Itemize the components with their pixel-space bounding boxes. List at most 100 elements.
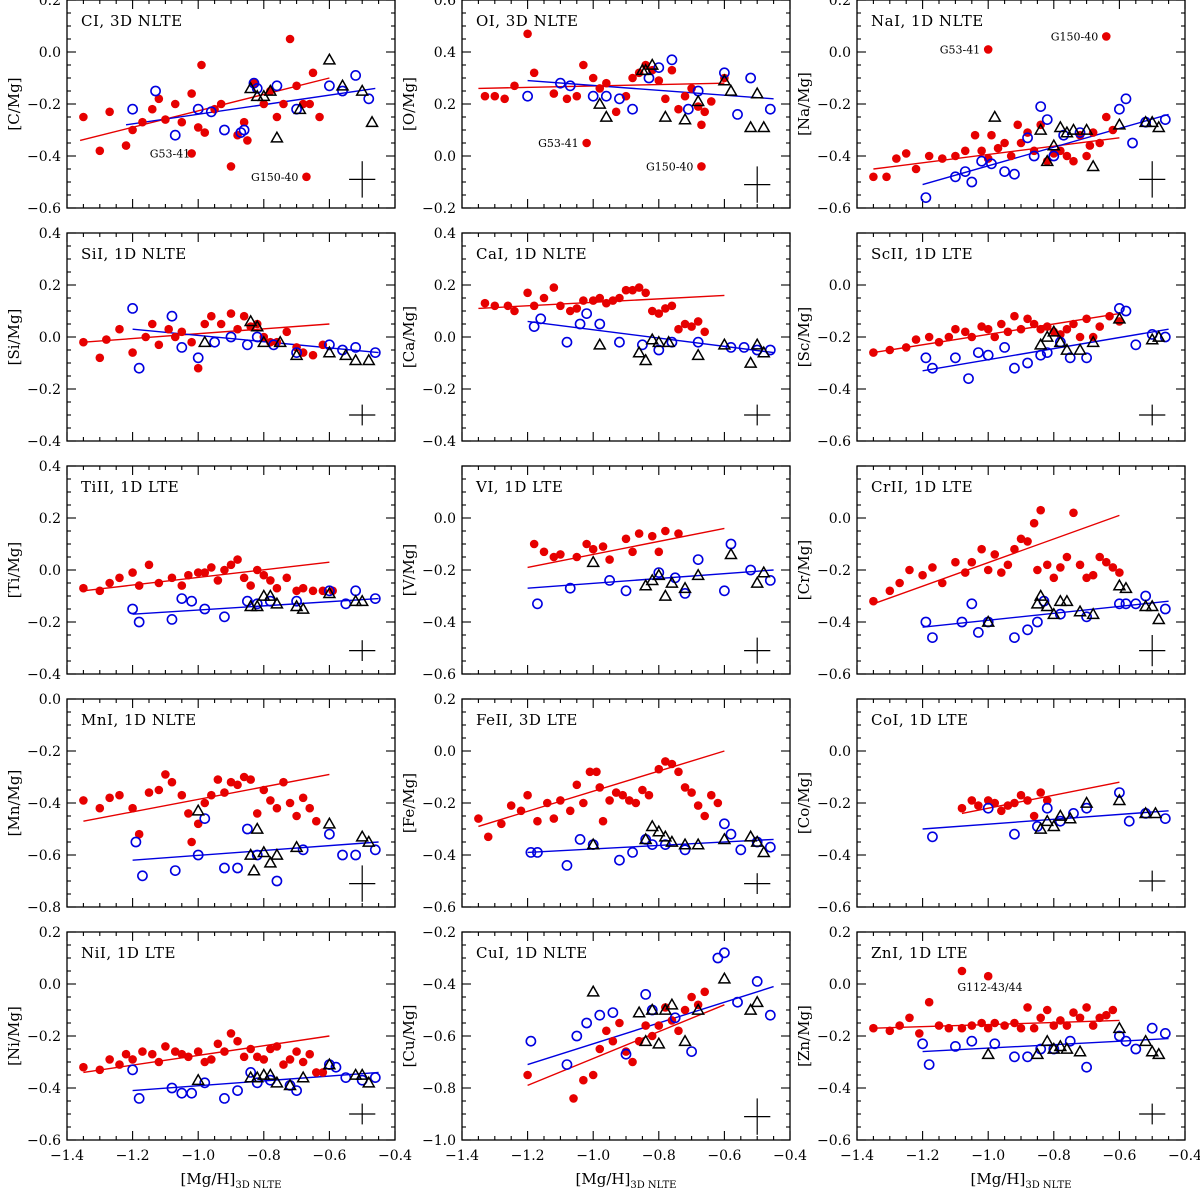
data-point-filled (628, 1057, 637, 1067)
x-tick-label: −0.6 (707, 1148, 741, 1164)
data-point-open-circle (719, 818, 730, 830)
panel-title: ScII, 1D LTE (871, 245, 973, 263)
panel-title: NaI, 1D NLTE (871, 12, 984, 30)
data-point-triangle (348, 1067, 363, 1080)
data-point-triangle (1138, 115, 1153, 128)
data-point-filled (974, 801, 983, 810)
data-point-open-circle (764, 1009, 776, 1021)
data-point-filled (990, 550, 1000, 559)
data-point-filled (706, 790, 716, 800)
data-point-open-circle (669, 1012, 681, 1024)
data-point-open-circle (1035, 349, 1047, 361)
panel-5: −0.6 −0.4 −0.2 0.0 [Sc/Mg] ScII, 1D LTE (795, 232, 1186, 450)
data-point-filled (654, 309, 664, 318)
data-point-open-circle (1041, 114, 1053, 125)
fit-line-red (873, 137, 1120, 170)
data-point-open-circle (133, 616, 145, 628)
data-point-open-circle (1022, 624, 1033, 636)
panel-title: MnI, 1D NLTE (81, 711, 197, 729)
data-point-filled (226, 560, 236, 570)
data-point-triangle (638, 832, 653, 845)
data-point-filled (602, 78, 611, 88)
data-point-open-circle (522, 90, 533, 102)
data-point-open-circle (627, 103, 638, 115)
data-point-filled (1105, 311, 1114, 321)
data-point-filled (128, 125, 137, 135)
data-point-triangle (717, 971, 732, 984)
y-tick-label: −0.4 (27, 667, 61, 683)
data-point-filled (588, 1070, 598, 1080)
panel-data (869, 505, 1171, 643)
data-point-filled (1029, 518, 1039, 528)
y-tick-label: 0.2 (434, 97, 456, 113)
panel-data (79, 770, 381, 887)
data-point-filled (1082, 314, 1091, 324)
data-point-triangle (1151, 329, 1166, 342)
panel-0: −0.6 −0.4 −0.2 0.0 0.2 [C/Mg] CI, 3D NLTE G53-4… (5, 0, 396, 217)
data-point-triangle (1073, 1044, 1087, 1057)
data-point-filled (1101, 557, 1111, 567)
data-point-open-circle (133, 1093, 145, 1104)
y-tick-label: 0.4 (434, 226, 456, 242)
data-point-filled (128, 1055, 137, 1064)
data-point-filled (585, 767, 595, 777)
data-point-filled (549, 552, 559, 562)
data-point-filled (1049, 1021, 1059, 1030)
data-point-open-circle (999, 341, 1010, 353)
data-point-triangle (592, 337, 607, 350)
data-point-open-circle (1058, 129, 1070, 141)
panel-title: OI, 3D NLTE (476, 12, 578, 30)
data-point-filled (474, 814, 483, 823)
data-point-filled (187, 149, 196, 158)
data-point-filled (239, 573, 249, 583)
data-point-triangle (296, 1070, 310, 1083)
y-tick-label: −0.4 (817, 382, 851, 398)
data-point-open-circle (1127, 137, 1138, 149)
data-point-open-circle (192, 849, 204, 861)
data-point-filled (1062, 552, 1072, 562)
y-axis-label: [Ti/Mg] (5, 542, 23, 599)
data-point-filled (1023, 796, 1032, 805)
data-point-filled (661, 94, 670, 104)
data-point-filled (572, 304, 582, 313)
data-point-filled (687, 992, 696, 1002)
y-tick-label: −0.6 (27, 848, 61, 864)
data-point-open-circle (966, 176, 978, 188)
data-point-open-circle (350, 849, 362, 861)
star-label: G53-41 (940, 43, 981, 56)
data-point-triangle (665, 834, 679, 847)
panel-data (527, 526, 776, 610)
data-point-filled (595, 293, 605, 303)
data-point-open-circle (127, 302, 138, 314)
data-point-triangle (257, 335, 271, 348)
data-point-filled (697, 162, 706, 171)
data-point-open-circle (166, 1082, 178, 1094)
data-point-open-circle (232, 1085, 243, 1096)
data-point-open-circle (219, 1093, 230, 1104)
data-point-filled (680, 783, 690, 792)
data-point-filled (644, 790, 654, 800)
data-point-filled (990, 1018, 1000, 1028)
data-point-filled (983, 1023, 993, 1033)
data-point-open-circle (1041, 347, 1053, 358)
data-point-filled (1062, 324, 1072, 334)
data-point-triangle (1053, 1039, 1068, 1052)
data-point-filled (638, 785, 647, 795)
data-point-filled (523, 29, 532, 39)
fit-line-blue (527, 985, 774, 1066)
data-point-filled (259, 99, 269, 109)
data-point-triangle (1138, 806, 1153, 819)
data-point-filled (298, 583, 308, 593)
data-point-filled (243, 136, 252, 145)
y-axis-label: [Ca/Mg] (400, 306, 418, 368)
data-point-filled (1016, 324, 1026, 334)
data-point-triangle (1053, 335, 1068, 348)
data-point-filled (226, 777, 236, 787)
data-point-open-circle (972, 627, 984, 638)
data-point-filled (490, 91, 500, 101)
data-point-filled (134, 829, 144, 839)
data-point-filled (1108, 563, 1118, 572)
data-point-open-circle (133, 362, 145, 374)
y-tick-label: −0.2 (27, 615, 61, 631)
data-point-filled (503, 301, 513, 311)
